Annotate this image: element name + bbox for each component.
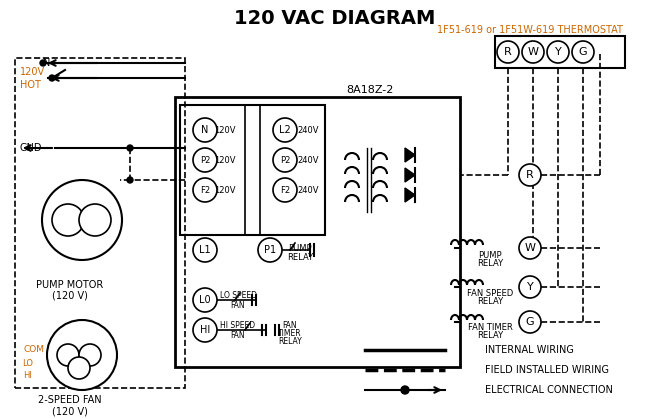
Circle shape (519, 276, 541, 298)
Text: FAN: FAN (230, 331, 245, 339)
Text: L0: L0 (199, 295, 211, 305)
Circle shape (193, 118, 217, 142)
Circle shape (127, 177, 133, 183)
Text: 1F51-619 or 1F51W-619 THERMOSTAT: 1F51-619 or 1F51W-619 THERMOSTAT (437, 25, 623, 35)
Circle shape (519, 237, 541, 259)
Text: LO: LO (23, 359, 34, 367)
Text: 120 VAC DIAGRAM: 120 VAC DIAGRAM (234, 8, 436, 28)
Circle shape (193, 238, 217, 262)
Polygon shape (405, 168, 415, 182)
Text: GND: GND (20, 143, 42, 153)
Text: RELAY: RELAY (278, 336, 302, 346)
Text: F2: F2 (200, 186, 210, 194)
Circle shape (193, 288, 217, 312)
Circle shape (258, 238, 282, 262)
Text: INTERNAL WIRING: INTERNAL WIRING (485, 345, 574, 355)
Text: RELAY: RELAY (477, 259, 503, 267)
Text: P1: P1 (264, 245, 276, 255)
Bar (495, 36, 625, 68)
Text: G: G (526, 317, 534, 327)
Text: COM: COM (23, 346, 44, 354)
Text: N: N (43, 58, 50, 68)
Circle shape (193, 318, 217, 342)
Text: 120V: 120V (20, 67, 45, 77)
Text: (120 V): (120 V) (52, 406, 88, 416)
Text: P2: P2 (280, 155, 290, 165)
Bar (15, 58, 185, 388)
Circle shape (273, 148, 297, 172)
Text: 8A18Z-2: 8A18Z-2 (346, 85, 394, 95)
Text: ELECTRICAL CONNECTION: ELECTRICAL CONNECTION (485, 385, 613, 395)
Text: Y: Y (527, 282, 533, 292)
Text: LO SPEED: LO SPEED (220, 290, 257, 300)
Text: 2-SPEED FAN: 2-SPEED FAN (38, 395, 102, 405)
Text: PUMP: PUMP (478, 251, 502, 259)
Circle shape (193, 178, 217, 202)
Text: FAN: FAN (283, 321, 297, 329)
Circle shape (401, 386, 409, 394)
Circle shape (497, 41, 519, 63)
Circle shape (273, 118, 297, 142)
Text: FAN TIMER: FAN TIMER (468, 323, 513, 333)
Text: HI: HI (23, 372, 32, 380)
Circle shape (522, 41, 544, 63)
Text: FAN SPEED: FAN SPEED (467, 289, 513, 297)
Circle shape (193, 148, 217, 172)
Circle shape (79, 344, 101, 366)
Text: RELAY: RELAY (477, 331, 503, 341)
Circle shape (57, 344, 79, 366)
Text: 240V: 240V (297, 186, 319, 194)
Text: W: W (527, 47, 539, 57)
Text: HI: HI (200, 325, 210, 335)
Circle shape (49, 75, 55, 81)
Text: PUMP: PUMP (288, 243, 312, 253)
Circle shape (47, 320, 117, 390)
Bar (180, 105, 325, 235)
Circle shape (519, 164, 541, 186)
Text: Y: Y (555, 47, 561, 57)
Text: F2: F2 (280, 186, 290, 194)
Circle shape (519, 311, 541, 333)
Circle shape (547, 41, 569, 63)
Text: P2: P2 (200, 155, 210, 165)
Text: N: N (201, 125, 208, 135)
Circle shape (273, 178, 297, 202)
Text: L2: L2 (279, 125, 291, 135)
Text: W: W (525, 243, 535, 253)
Text: PUMP MOTOR: PUMP MOTOR (36, 280, 104, 290)
Text: 120V: 120V (214, 155, 236, 165)
Text: RELAY: RELAY (287, 253, 313, 262)
Text: 120V: 120V (214, 186, 236, 194)
Circle shape (68, 357, 90, 379)
Text: 120V: 120V (214, 126, 236, 134)
Circle shape (52, 204, 84, 236)
Circle shape (127, 145, 133, 151)
Text: HOT: HOT (20, 80, 41, 90)
Text: TIMER: TIMER (278, 328, 302, 337)
Circle shape (40, 60, 46, 66)
Text: RELAY: RELAY (477, 297, 503, 305)
Text: G: G (579, 47, 588, 57)
Circle shape (572, 41, 594, 63)
Circle shape (42, 180, 122, 260)
Text: FIELD INSTALLED WIRING: FIELD INSTALLED WIRING (485, 365, 609, 375)
Text: FAN: FAN (230, 300, 245, 310)
Bar (175, 97, 460, 367)
Text: (120 V): (120 V) (52, 291, 88, 301)
Polygon shape (405, 188, 415, 202)
Polygon shape (405, 148, 415, 162)
Text: L1: L1 (199, 245, 211, 255)
Text: R: R (526, 170, 534, 180)
Text: 240V: 240V (297, 155, 319, 165)
Text: HI SPEED: HI SPEED (220, 321, 255, 329)
Text: R: R (504, 47, 512, 57)
Circle shape (79, 204, 111, 236)
Text: 240V: 240V (297, 126, 319, 134)
